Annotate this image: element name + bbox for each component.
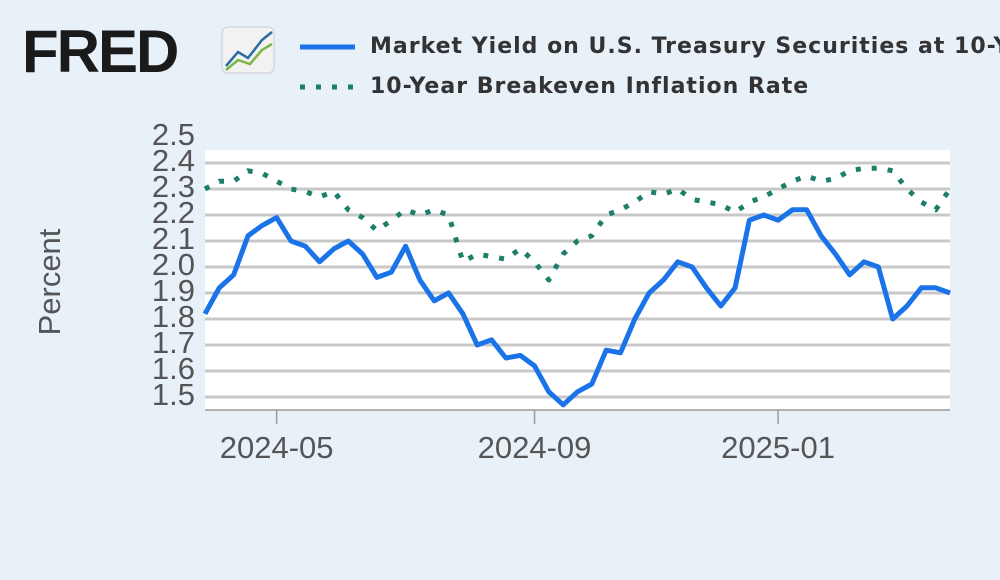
y-tick-label: 1.5 <box>152 377 195 412</box>
y-tick-label: 1.8 <box>152 299 195 334</box>
plot-area <box>205 150 950 410</box>
y-tick-label: 1.7 <box>152 325 195 360</box>
y-tick-label: 1.9 <box>152 273 195 308</box>
y-tick-label: 2.0 <box>152 247 195 282</box>
x-tick-label: 2025-01 <box>721 430 835 465</box>
logo: FRED <box>22 18 177 85</box>
legend-label: 10-Year Breakeven Inflation Rate <box>370 74 809 99</box>
y-tick-label: 2.3 <box>152 169 195 204</box>
series-line <box>202 207 951 408</box>
y-tick-label: 2.4 <box>152 143 195 178</box>
x-tick-label: 2024-09 <box>478 430 592 465</box>
y-axis-label: Percent <box>32 228 67 335</box>
y-tick-label: 2.1 <box>152 221 195 256</box>
logo-icon <box>221 26 275 74</box>
legend-label: Market Yield on U.S. Treasury Securities… <box>370 34 1000 59</box>
x-tick-label: 2024-05 <box>220 430 334 465</box>
y-tick-label: 2.5 <box>152 117 195 152</box>
y-tick-label: 1.6 <box>152 351 195 386</box>
y-tick-label: 2.2 <box>152 195 195 230</box>
series-line <box>203 165 953 283</box>
